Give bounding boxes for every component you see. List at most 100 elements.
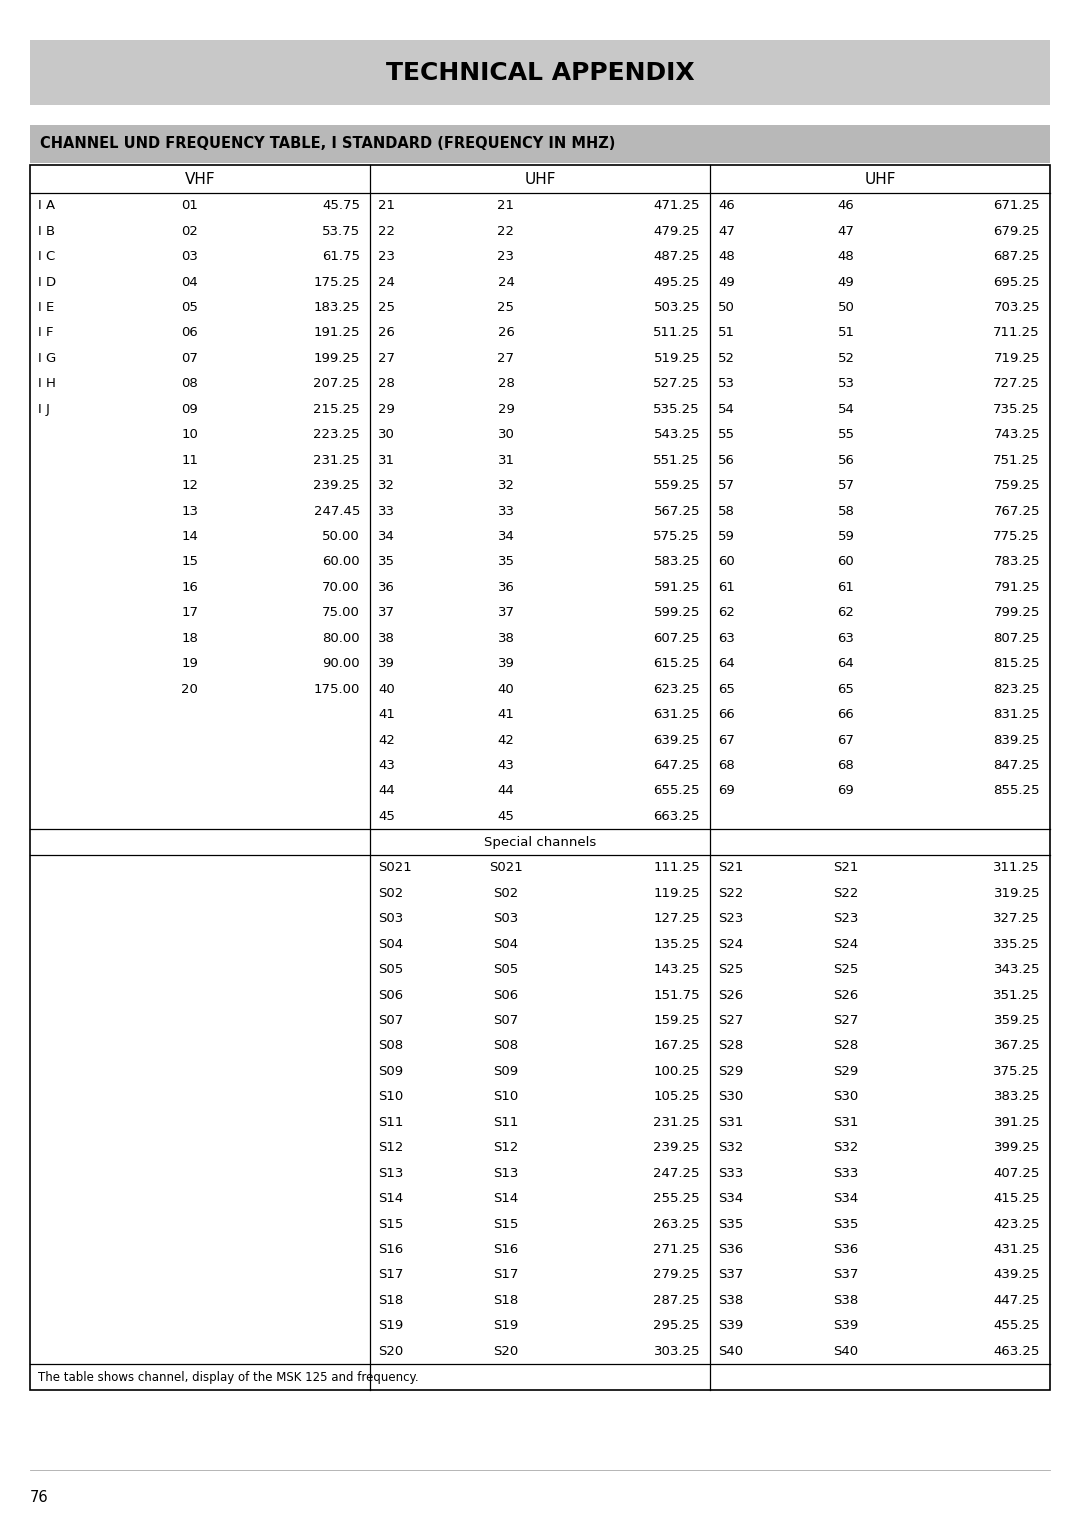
Text: S31: S31 [834,1115,859,1129]
Text: 455.25: 455.25 [994,1319,1040,1332]
Text: CHANNEL UND FREQUENCY TABLE, I STANDARD (FREQUENCY IN MHZ): CHANNEL UND FREQUENCY TABLE, I STANDARD … [40,136,616,151]
Text: S13: S13 [494,1167,518,1180]
Text: 49: 49 [838,275,854,289]
Text: 319.25: 319.25 [994,886,1040,900]
Text: 50: 50 [838,301,854,313]
Text: 15: 15 [181,556,199,568]
Text: 647.25: 647.25 [653,759,700,772]
Text: 247.45: 247.45 [313,504,360,518]
Text: S29: S29 [834,1065,859,1077]
Text: S03: S03 [378,912,403,926]
Text: 45.75: 45.75 [322,199,360,212]
Text: 24: 24 [498,275,514,289]
Text: The table shows channel, display of the MSK 125 and frequency.: The table shows channel, display of the … [38,1371,419,1383]
Text: 631.25: 631.25 [653,707,700,721]
Text: S21: S21 [834,862,859,874]
Text: 69: 69 [718,784,734,798]
Text: 43: 43 [378,759,395,772]
Text: 52: 52 [837,351,854,365]
Text: 751.25: 751.25 [994,454,1040,466]
Text: 41: 41 [378,707,395,721]
Text: 45: 45 [498,810,514,824]
Text: 175.25: 175.25 [313,275,360,289]
Text: 53: 53 [718,377,735,390]
Text: 46: 46 [718,199,734,212]
Text: 58: 58 [718,504,734,518]
Text: 30: 30 [378,428,395,442]
Text: 831.25: 831.25 [994,707,1040,721]
Text: 35: 35 [498,556,514,568]
Text: 503.25: 503.25 [653,301,700,313]
Text: S23: S23 [718,912,743,926]
Text: S36: S36 [834,1242,859,1256]
Text: S28: S28 [718,1039,743,1053]
Text: 14: 14 [181,530,199,542]
Text: S38: S38 [834,1294,859,1306]
Text: 38: 38 [498,631,514,645]
Text: 527.25: 527.25 [653,377,700,390]
Text: S12: S12 [378,1141,403,1154]
Text: 12: 12 [181,480,199,492]
Text: 207.25: 207.25 [313,377,360,390]
Text: 311.25: 311.25 [994,862,1040,874]
Text: 383.25: 383.25 [994,1091,1040,1103]
Text: S08: S08 [494,1039,518,1053]
Text: 607.25: 607.25 [653,631,700,645]
Text: S07: S07 [378,1015,403,1027]
Text: S27: S27 [834,1015,859,1027]
Text: 56: 56 [838,454,854,466]
Text: VHF: VHF [185,171,215,186]
Text: S021: S021 [378,862,411,874]
Text: 33: 33 [498,504,514,518]
Text: Special channels: Special channels [484,836,596,848]
Text: 69: 69 [838,784,854,798]
Text: S31: S31 [718,1115,743,1129]
Text: 67: 67 [718,733,734,747]
Text: 223.25: 223.25 [313,428,360,442]
Text: S14: S14 [378,1192,403,1206]
Text: 51: 51 [837,327,854,339]
Text: 27: 27 [378,351,395,365]
Text: I D: I D [38,275,56,289]
Text: S17: S17 [378,1268,403,1282]
Text: 28: 28 [498,377,514,390]
Bar [30,165,1050,1390]
Text: S16: S16 [494,1242,518,1256]
Text: 26: 26 [378,327,395,339]
Text: 439.25: 439.25 [994,1268,1040,1282]
Text: S30: S30 [718,1091,743,1103]
Text: 21: 21 [498,199,514,212]
Text: 54: 54 [838,403,854,416]
Text: S02: S02 [494,886,518,900]
Text: 61: 61 [838,581,854,594]
Text: S06: S06 [378,989,403,1001]
Text: S36: S36 [718,1242,743,1256]
Text: 25: 25 [378,301,395,313]
Text: 37: 37 [498,607,514,619]
Text: S27: S27 [718,1015,743,1027]
Text: 61.75: 61.75 [322,251,360,263]
Text: 183.25: 183.25 [313,301,360,313]
Text: 127.25: 127.25 [653,912,700,926]
Text: 823.25: 823.25 [994,683,1040,695]
Text: 143.25: 143.25 [653,963,700,976]
Text: 255.25: 255.25 [653,1192,700,1206]
Text: 335.25: 335.25 [994,938,1040,950]
Text: S33: S33 [718,1167,743,1180]
Text: 727.25: 727.25 [994,377,1040,390]
Text: 623.25: 623.25 [653,683,700,695]
Text: 487.25: 487.25 [653,251,700,263]
Text: 279.25: 279.25 [653,1268,700,1282]
Text: 34: 34 [378,530,395,542]
Text: 31: 31 [378,454,395,466]
Text: 423.25: 423.25 [994,1218,1040,1230]
Text: S34: S34 [834,1192,859,1206]
Text: S10: S10 [378,1091,403,1103]
Text: S34: S34 [718,1192,743,1206]
Text: 815.25: 815.25 [994,657,1040,671]
Text: S24: S24 [834,938,859,950]
Text: 495.25: 495.25 [653,275,700,289]
Text: 55: 55 [837,428,854,442]
Text: S18: S18 [378,1294,403,1306]
Text: 119.25: 119.25 [653,886,700,900]
